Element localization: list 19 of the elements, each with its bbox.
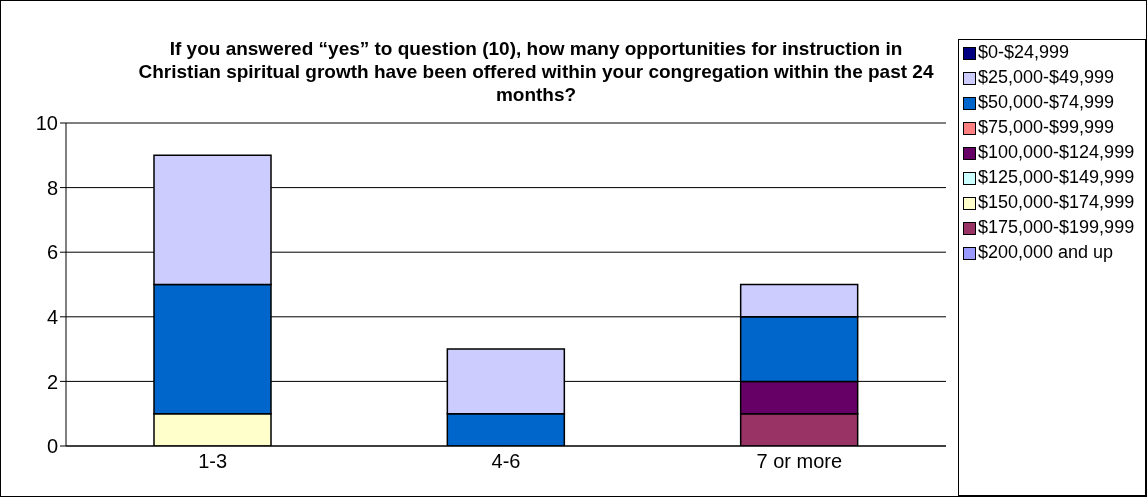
legend-label: $125,000-$149,999 — [978, 167, 1135, 188]
x-tick-label: 1-3 — [198, 450, 228, 473]
legend-label: $200,000 and up — [978, 242, 1115, 263]
y-tick-label: 10 — [35, 112, 58, 135]
legend-label: $175,000-$199,999 — [978, 217, 1135, 238]
y-tick-label: 2 — [46, 370, 58, 393]
y-tick-label: 6 — [46, 241, 58, 264]
x-tick-label: 4-6 — [491, 450, 521, 473]
legend-label: $50,000-$74,999 — [978, 92, 1116, 113]
chart-title: If you answered “yes” to question (10), how many opportunities for instruction in Christian spiritual growth have been offered within your congregation within the past 24 months? — [137, 37, 935, 106]
x-tick-label: 7 or more — [756, 450, 843, 473]
legend-label: $100,000-$124,999 — [978, 142, 1135, 163]
legend-label: $0-$24,999 — [978, 42, 1071, 63]
legend-label: $25,000-$49,999 — [978, 67, 1116, 88]
y-tick-label: 4 — [46, 305, 58, 328]
legend-label: $150,000-$174,999 — [978, 192, 1135, 213]
legend-label: $75,000-$99,999 — [978, 117, 1116, 138]
y-tick-label: 0 — [46, 435, 58, 458]
y-tick-label: 8 — [46, 176, 58, 199]
